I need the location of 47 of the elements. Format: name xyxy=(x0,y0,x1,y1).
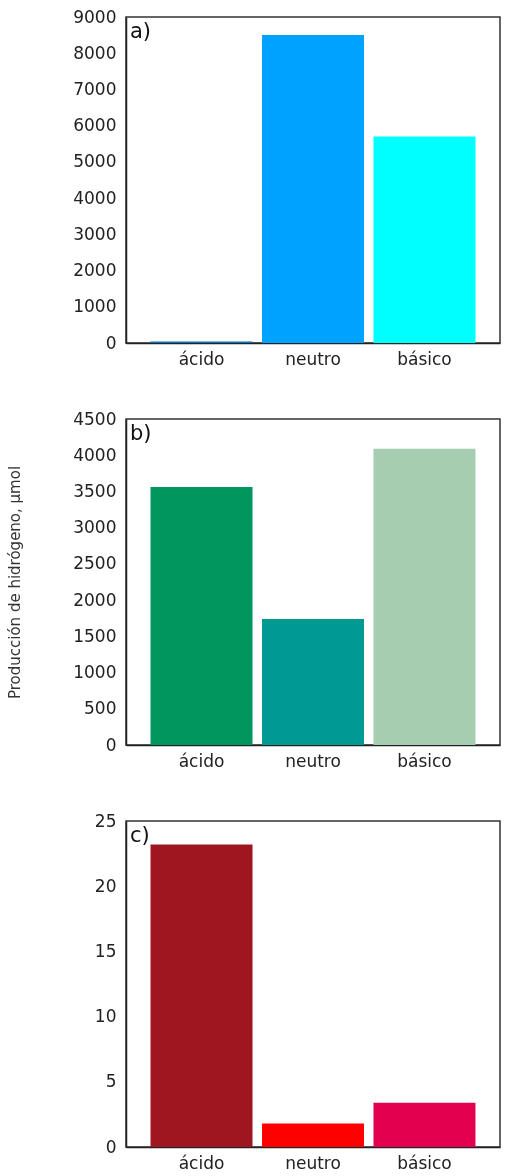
y-tick-label: 3000 xyxy=(73,223,117,244)
x-tick-label: neutro xyxy=(285,348,341,369)
y-tick-label: 3500 xyxy=(73,480,117,501)
y-tick-label: 5000 xyxy=(73,151,117,172)
x-tick-label: básico xyxy=(397,348,452,369)
y-tick-label: 0 xyxy=(105,332,117,353)
x-tick-label: básico xyxy=(397,1152,452,1173)
y-tick-label: 0 xyxy=(105,734,117,755)
y-tick-label: 7000 xyxy=(73,78,117,99)
x-tick-label: básico xyxy=(397,750,452,771)
y-tick-label: 0 xyxy=(105,1136,117,1157)
y-tick-label: 500 xyxy=(84,698,117,719)
chart-title: c) xyxy=(130,823,150,847)
bar xyxy=(262,35,364,343)
y-tick-label: 6000 xyxy=(73,115,117,136)
y-tick-label: 2500 xyxy=(73,553,117,574)
bar xyxy=(373,448,476,745)
bar xyxy=(373,1102,476,1147)
x-tick-label: ácido xyxy=(178,1152,225,1173)
x-tick-label: ácido xyxy=(178,750,225,771)
y-axis-title: Producción de hidrógeno, µmol xyxy=(6,465,25,700)
y-tick-label: 2000 xyxy=(73,260,117,281)
y-tick-label: 20 xyxy=(94,875,117,896)
y-tick-label: 4000 xyxy=(73,444,117,465)
x-tick-label: neutro xyxy=(285,750,341,771)
x-tick-label: neutro xyxy=(285,1152,341,1173)
chart-title: b) xyxy=(130,421,152,445)
y-tick-label: 4000 xyxy=(73,187,117,208)
y-tick-label: 15 xyxy=(94,940,117,961)
y-tick-label: 1000 xyxy=(73,662,117,683)
y-tick-label: 4500 xyxy=(73,408,117,429)
x-tick-label: ácido xyxy=(178,348,225,369)
y-tick-label: 3000 xyxy=(73,517,117,538)
y-tick-label: 2000 xyxy=(73,589,117,610)
bar xyxy=(150,844,253,1147)
bar xyxy=(262,618,364,745)
y-tick-label: 9000 xyxy=(73,6,117,27)
y-tick-label: 10 xyxy=(94,1006,117,1027)
chart-title: a) xyxy=(130,19,152,43)
y-tick-label: 25 xyxy=(94,810,117,831)
bar xyxy=(262,1123,364,1147)
y-tick-label: 8000 xyxy=(73,42,117,63)
y-tick-label: 5 xyxy=(105,1071,117,1092)
y-tick-label: 1500 xyxy=(73,625,117,646)
bar xyxy=(373,136,476,343)
bar xyxy=(150,487,253,745)
y-tick-label: 1000 xyxy=(73,296,117,317)
